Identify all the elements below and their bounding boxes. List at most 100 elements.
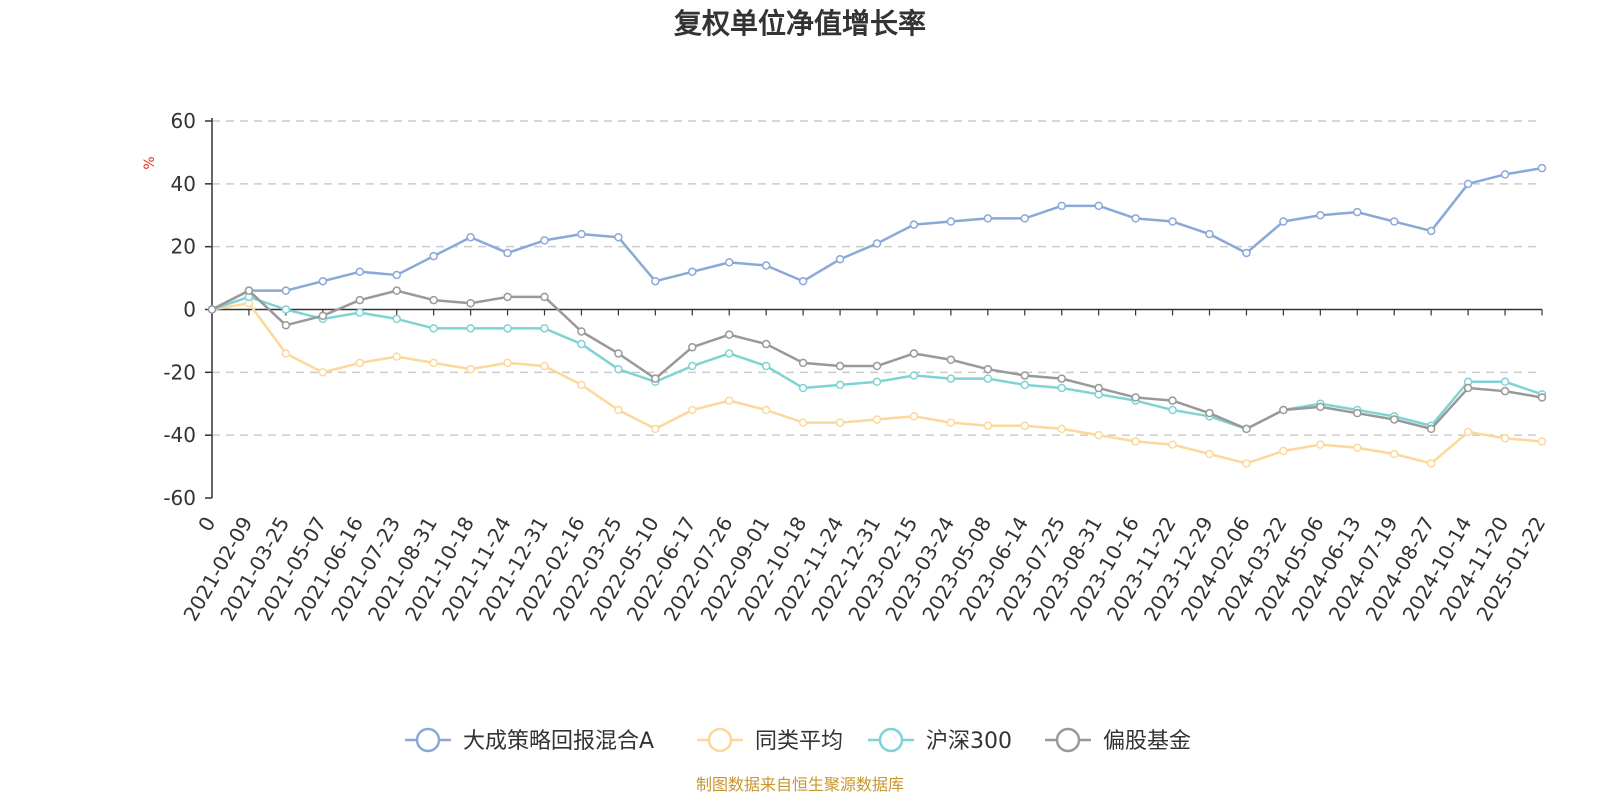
data-point bbox=[724, 330, 734, 339]
legend-label: 偏股基金 bbox=[1103, 729, 1191, 754]
data-point bbox=[1057, 374, 1066, 383]
data-point bbox=[1168, 217, 1177, 226]
data-point bbox=[355, 358, 365, 368]
data-point bbox=[281, 305, 291, 314]
legend-label: 沪深300 bbox=[926, 729, 1012, 754]
data-point bbox=[392, 352, 401, 361]
legend-item-3[interactable]: 偏股基金 bbox=[1045, 727, 1191, 754]
data-point bbox=[1020, 380, 1030, 390]
data-point bbox=[1020, 214, 1030, 223]
legend-item-2[interactable]: 沪深300 bbox=[868, 727, 1012, 754]
data-point bbox=[1500, 386, 1510, 396]
data-point bbox=[318, 368, 328, 377]
data-point bbox=[761, 339, 771, 349]
data-point bbox=[540, 292, 549, 302]
data-point bbox=[355, 295, 365, 305]
data-point bbox=[1389, 415, 1399, 424]
data-point bbox=[281, 349, 291, 358]
data-point bbox=[355, 308, 365, 317]
data-point bbox=[244, 286, 254, 295]
data-point bbox=[835, 361, 845, 371]
data-point bbox=[1537, 393, 1547, 402]
data-point bbox=[318, 311, 328, 321]
data-point bbox=[798, 276, 808, 286]
data-point bbox=[207, 305, 217, 314]
data-point bbox=[1094, 383, 1103, 393]
legend-item-0[interactable]: 大成策略回报混合A bbox=[405, 727, 654, 754]
data-point bbox=[872, 361, 882, 371]
y-tick-label: -40 bbox=[163, 423, 196, 447]
data-point bbox=[688, 342, 697, 352]
data-point bbox=[1168, 405, 1177, 415]
data-point bbox=[983, 364, 993, 374]
data-point bbox=[1537, 437, 1547, 446]
data-point bbox=[503, 324, 512, 333]
data-point bbox=[835, 254, 845, 264]
y-tick-label: 60 bbox=[171, 109, 196, 133]
data-point bbox=[1057, 201, 1066, 211]
data-point bbox=[614, 405, 623, 415]
data-point bbox=[651, 374, 660, 383]
data-point bbox=[429, 295, 438, 305]
legend-item-1[interactable]: 同类平均 bbox=[697, 727, 843, 754]
data-point bbox=[355, 267, 365, 277]
data-point bbox=[1500, 170, 1510, 179]
data-point bbox=[503, 292, 512, 302]
series-0 bbox=[207, 163, 1547, 314]
data-point bbox=[983, 214, 993, 223]
y-tick-label: 20 bbox=[171, 235, 196, 259]
data-point bbox=[1426, 459, 1436, 468]
axes bbox=[211, 118, 1542, 498]
data-point bbox=[1242, 459, 1251, 468]
data-point bbox=[466, 364, 475, 374]
data-point bbox=[1020, 421, 1030, 430]
data-point bbox=[1242, 248, 1251, 258]
data-point bbox=[577, 327, 586, 336]
data-point bbox=[1463, 427, 1473, 437]
data-point bbox=[429, 251, 438, 261]
y-tick-label: 0 bbox=[183, 298, 196, 322]
data-point bbox=[946, 374, 956, 383]
data-point bbox=[318, 276, 328, 286]
data-point bbox=[429, 324, 438, 333]
y-tick-label: 40 bbox=[171, 172, 196, 196]
data-point bbox=[1205, 229, 1214, 239]
data-point bbox=[614, 349, 623, 358]
data-point bbox=[503, 358, 512, 368]
data-point bbox=[651, 424, 660, 434]
data-point bbox=[798, 358, 808, 368]
data-point bbox=[983, 374, 993, 383]
legend-circle-icon bbox=[1055, 727, 1081, 753]
data-point bbox=[1279, 217, 1288, 226]
data-point bbox=[761, 361, 771, 371]
data-point bbox=[798, 418, 808, 427]
legend-label: 大成策略回报混合A bbox=[463, 729, 654, 754]
grid-lines bbox=[212, 120, 1542, 436]
data-point bbox=[1389, 449, 1399, 459]
data-point bbox=[651, 276, 660, 286]
data-point bbox=[577, 229, 586, 239]
legend-circle-icon bbox=[707, 727, 733, 753]
legend[interactable]: 大成策略回报混合A 同类平均 沪深300 偏股基金 bbox=[405, 727, 1191, 754]
data-point bbox=[1242, 424, 1251, 434]
data-point bbox=[946, 217, 956, 226]
y-tick-label: -20 bbox=[163, 360, 196, 384]
data-point bbox=[1353, 408, 1362, 418]
data-point bbox=[835, 380, 845, 390]
data-point bbox=[1057, 383, 1066, 393]
data-point bbox=[1537, 163, 1547, 173]
data-point bbox=[614, 232, 623, 242]
data-point bbox=[1389, 217, 1399, 226]
data-point bbox=[281, 320, 291, 330]
data-point bbox=[872, 239, 882, 248]
data-point bbox=[909, 349, 919, 358]
data-point bbox=[1426, 424, 1436, 434]
data-point bbox=[1463, 179, 1473, 189]
data-point bbox=[392, 286, 401, 295]
data-point bbox=[1057, 424, 1066, 434]
data-point bbox=[909, 371, 919, 380]
data-point bbox=[1316, 440, 1325, 449]
data-point bbox=[688, 405, 697, 415]
y-tick-labels: 60 40 20 0 -20 -40 -60 bbox=[163, 109, 212, 510]
data-point bbox=[614, 364, 623, 374]
